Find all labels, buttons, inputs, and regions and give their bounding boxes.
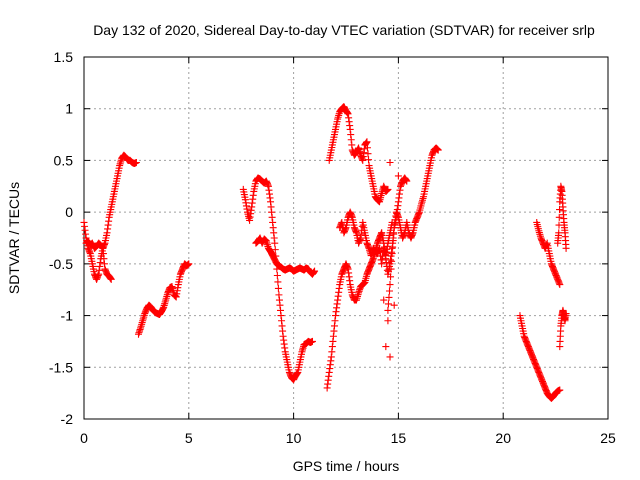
- x-tick-label: 25: [600, 430, 616, 446]
- x-tick-label: 0: [80, 430, 88, 446]
- y-tick-label: 0.5: [54, 152, 74, 168]
- data-point: [365, 156, 373, 164]
- y-tick-label: 0: [65, 204, 73, 220]
- y-tick-label: -1.5: [49, 359, 73, 375]
- data-point: [388, 250, 396, 258]
- y-tick-label: -2: [61, 411, 74, 427]
- data-point: [555, 229, 563, 237]
- data-point: [384, 185, 392, 193]
- data-point: [274, 278, 282, 286]
- data-points: [80, 103, 570, 402]
- data-point: [363, 138, 371, 146]
- y-tick-label: 1: [65, 101, 73, 117]
- data-point: [308, 337, 316, 345]
- x-tick-label: 15: [391, 430, 407, 446]
- data-point: [556, 281, 564, 289]
- data-point: [185, 260, 193, 268]
- data-point: [387, 265, 395, 273]
- data-point: [434, 146, 442, 154]
- data-point: [386, 353, 394, 361]
- data-point: [390, 301, 398, 309]
- data-point: [562, 244, 570, 252]
- data-point: [380, 296, 388, 304]
- data-point: [555, 213, 563, 221]
- x-tick-label: 20: [495, 430, 511, 446]
- data-point: [386, 158, 394, 166]
- data-point: [394, 172, 402, 180]
- x-tick-label: 5: [185, 430, 193, 446]
- data-point: [556, 386, 564, 394]
- data-point: [364, 150, 372, 158]
- data-point: [388, 257, 396, 265]
- axis-ticks: 0 5 10 15 20 25 -2 -1.5 -1 -0.5 0 0.5 1 1.5: [49, 49, 616, 446]
- y-tick-label: 1.5: [54, 49, 74, 65]
- data-point: [386, 281, 394, 289]
- chart-title: Day 132 of 2020, Sidereal Day-to-day VTE…: [93, 22, 595, 38]
- data-point: [562, 310, 570, 318]
- data-point: [389, 243, 397, 251]
- data-point: [403, 177, 411, 185]
- data-point: [274, 284, 282, 292]
- data-point: [107, 275, 115, 283]
- data-point: [311, 267, 319, 275]
- y-tick-label: -1: [61, 308, 74, 324]
- data-point: [387, 273, 395, 281]
- data-point: [378, 229, 386, 237]
- data-point: [382, 343, 390, 351]
- data-point: [385, 287, 393, 295]
- data-point: [390, 230, 398, 238]
- data-point: [389, 237, 397, 245]
- data-point: [384, 300, 392, 308]
- y-tick-label: -0.5: [49, 256, 73, 272]
- data-point: [384, 306, 392, 314]
- data-point: [273, 271, 281, 279]
- data-point: [363, 144, 371, 152]
- data-point: [385, 293, 393, 301]
- x-axis-label: GPS time / hours: [293, 458, 400, 474]
- data-point: [271, 239, 279, 247]
- x-tick-label: 10: [286, 430, 302, 446]
- y-axis-label: SDTVAR / TECUs: [6, 182, 22, 294]
- data-point: [384, 317, 392, 325]
- data-point: [132, 158, 140, 166]
